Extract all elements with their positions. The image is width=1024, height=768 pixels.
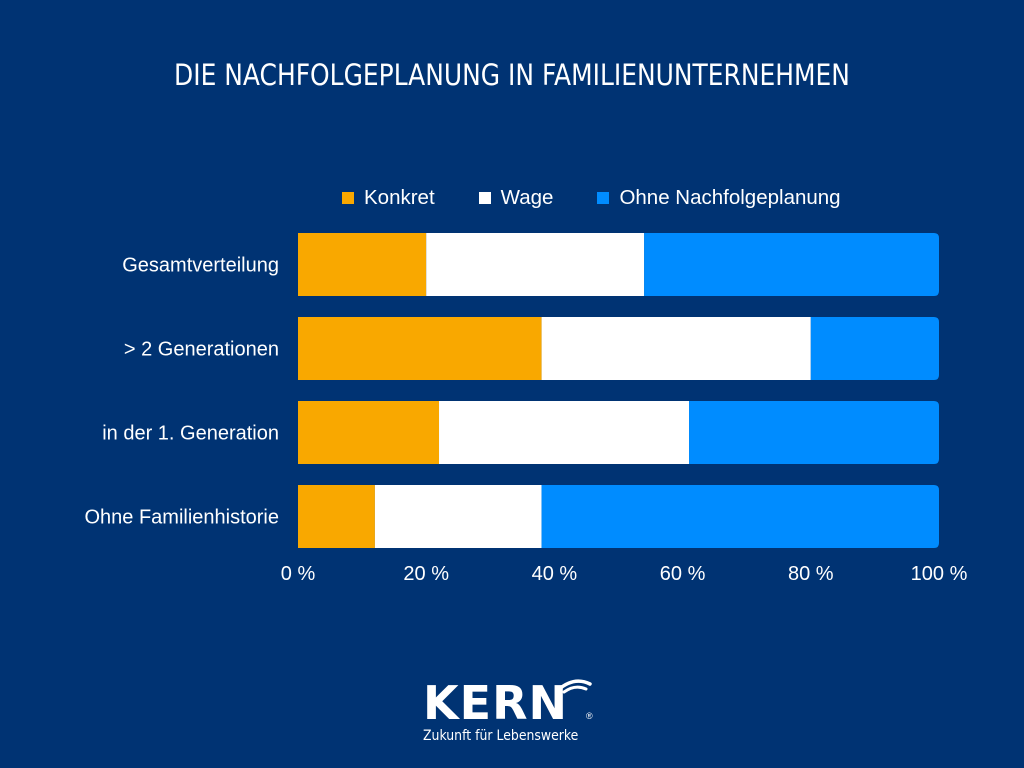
x-tick-label-0: 0 % — [281, 563, 316, 585]
chart-title: DIE NACHFOLGEPLANUNG IN FAMILIENUNTERNEH… — [174, 58, 850, 92]
legend-label-konkret: Konkret — [364, 186, 435, 209]
bar-ohne-familienhistorie-ohne-nachfolgeplanung — [541, 485, 939, 548]
bar-2-generationen-ohne-nachfolgeplanung — [810, 317, 939, 380]
legend-label-ohne-nachfolgeplanung: Ohne Nachfolgeplanung — [619, 186, 841, 209]
legend-item-wage: Wage — [478, 186, 554, 210]
bar-ohne-familienhistorie-wage — [374, 485, 542, 548]
stacked-bar-chart: Gesamtverteilung > 2 Generationen in der 1… — [84, 233, 968, 585]
bar-2-generationen-wage — [541, 317, 811, 380]
bar-in-der-1-generation-ohne-nachfolgeplanung — [689, 401, 939, 464]
legend-item-ohne-nachfolgeplanung: Ohne Nachfolgeplanung — [597, 186, 841, 210]
x-tick-label-80: 80 % — [788, 563, 834, 585]
bar-ohne-familienhistorie-konkret — [298, 485, 375, 548]
bar-2-generationen-konkret — [298, 317, 542, 380]
x-tick-label-60: 60 % — [660, 563, 706, 585]
logo-registered-mark: ® — [586, 711, 593, 721]
legend-swatch-konkret — [342, 192, 354, 204]
x-tick-label-20: 20 % — [403, 563, 449, 585]
legend-item-konkret: Konkret — [342, 186, 435, 210]
bar-in-der-1-generation-konkret — [298, 401, 440, 464]
bar-gesamtverteilung-wage — [426, 233, 645, 296]
logo-signal-arc-icon — [556, 679, 592, 694]
x-tick-label-100: 100 % — [911, 563, 968, 585]
legend-swatch-wage — [478, 192, 491, 204]
legend: Konkret Wage Ohne Nachfolgeplanung — [342, 186, 841, 210]
legend-swatch-ohne-nachfolgeplanung — [597, 192, 610, 204]
category-label-gesamtverteilung: Gesamtverteilung — [122, 255, 279, 277]
category-label-in-der-1-generation: in der 1. Generation — [102, 423, 279, 445]
legend-label-wage: Wage — [500, 186, 554, 209]
bar-gesamtverteilung-konkret — [298, 233, 427, 296]
category-label-2-generationen: > 2 Generationen — [124, 339, 279, 361]
kern-logo: KERN ® Zukunft für Lebenswerke — [420, 672, 610, 752]
bar-in-der-1-generation-wage — [439, 401, 690, 464]
bar-gesamtverteilung-ohne-nachfolgeplanung — [644, 233, 939, 296]
x-tick-label-40: 40 % — [532, 563, 578, 585]
logo-wordmark: KERN — [423, 676, 568, 730]
logo-tagline: Zukunft für Lebenswerke — [423, 728, 579, 744]
category-label-ohne-familienhistorie: Ohne Familienhistorie — [84, 507, 279, 529]
